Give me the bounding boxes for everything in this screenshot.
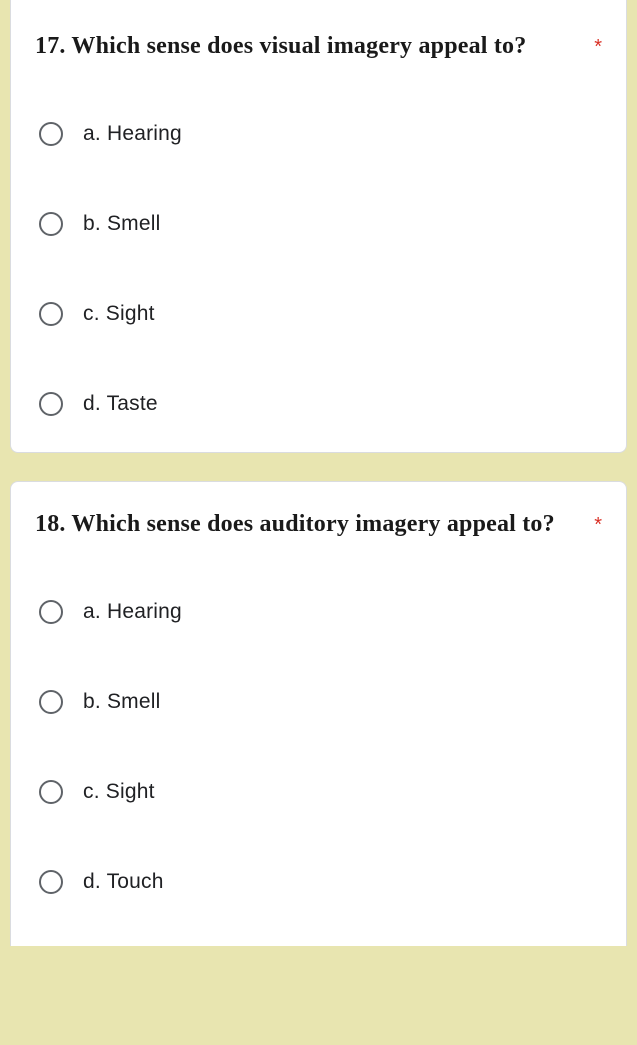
question-title-17: 17. Which sense does visual imagery appe… [35, 28, 586, 64]
option-label: b. Smell [83, 690, 160, 714]
option-17-c[interactable]: c. Sight [35, 290, 602, 338]
option-17-a[interactable]: a. Hearing [35, 110, 602, 158]
option-label: d. Taste [83, 392, 158, 416]
question-card-17: 17. Which sense does visual imagery appe… [10, 0, 627, 453]
option-18-a[interactable]: a. Hearing [35, 588, 602, 636]
radio-icon [39, 122, 63, 146]
option-18-c[interactable]: c. Sight [35, 768, 602, 816]
required-asterisk-17: * [594, 28, 602, 62]
option-18-b[interactable]: b. Smell [35, 678, 602, 726]
option-label: c. Sight [83, 780, 155, 804]
question-title-18: 18. Which sense does auditory imagery ap… [35, 506, 586, 542]
options-group-18: a. Hearing b. Smell c. Sight d. Touch [35, 588, 602, 906]
question-header-17: 17. Which sense does visual imagery appe… [35, 28, 602, 64]
option-label: c. Sight [83, 302, 155, 326]
radio-icon [39, 302, 63, 326]
question-card-18: 18. Which sense does auditory imagery ap… [10, 481, 627, 946]
options-group-17: a. Hearing b. Smell c. Sight d. Taste [35, 110, 602, 428]
option-18-d[interactable]: d. Touch [35, 858, 602, 906]
radio-icon [39, 780, 63, 804]
form-wrap: 17. Which sense does visual imagery appe… [0, 0, 637, 946]
radio-icon [39, 870, 63, 894]
option-17-d[interactable]: d. Taste [35, 380, 602, 428]
option-label: a. Hearing [83, 600, 182, 624]
radio-icon [39, 212, 63, 236]
option-label: d. Touch [83, 870, 164, 894]
option-17-b[interactable]: b. Smell [35, 200, 602, 248]
radio-icon [39, 392, 63, 416]
option-label: b. Smell [83, 212, 160, 236]
radio-icon [39, 690, 63, 714]
question-header-18: 18. Which sense does auditory imagery ap… [35, 506, 602, 542]
option-label: a. Hearing [83, 122, 182, 146]
radio-icon [39, 600, 63, 624]
required-asterisk-18: * [594, 506, 602, 540]
